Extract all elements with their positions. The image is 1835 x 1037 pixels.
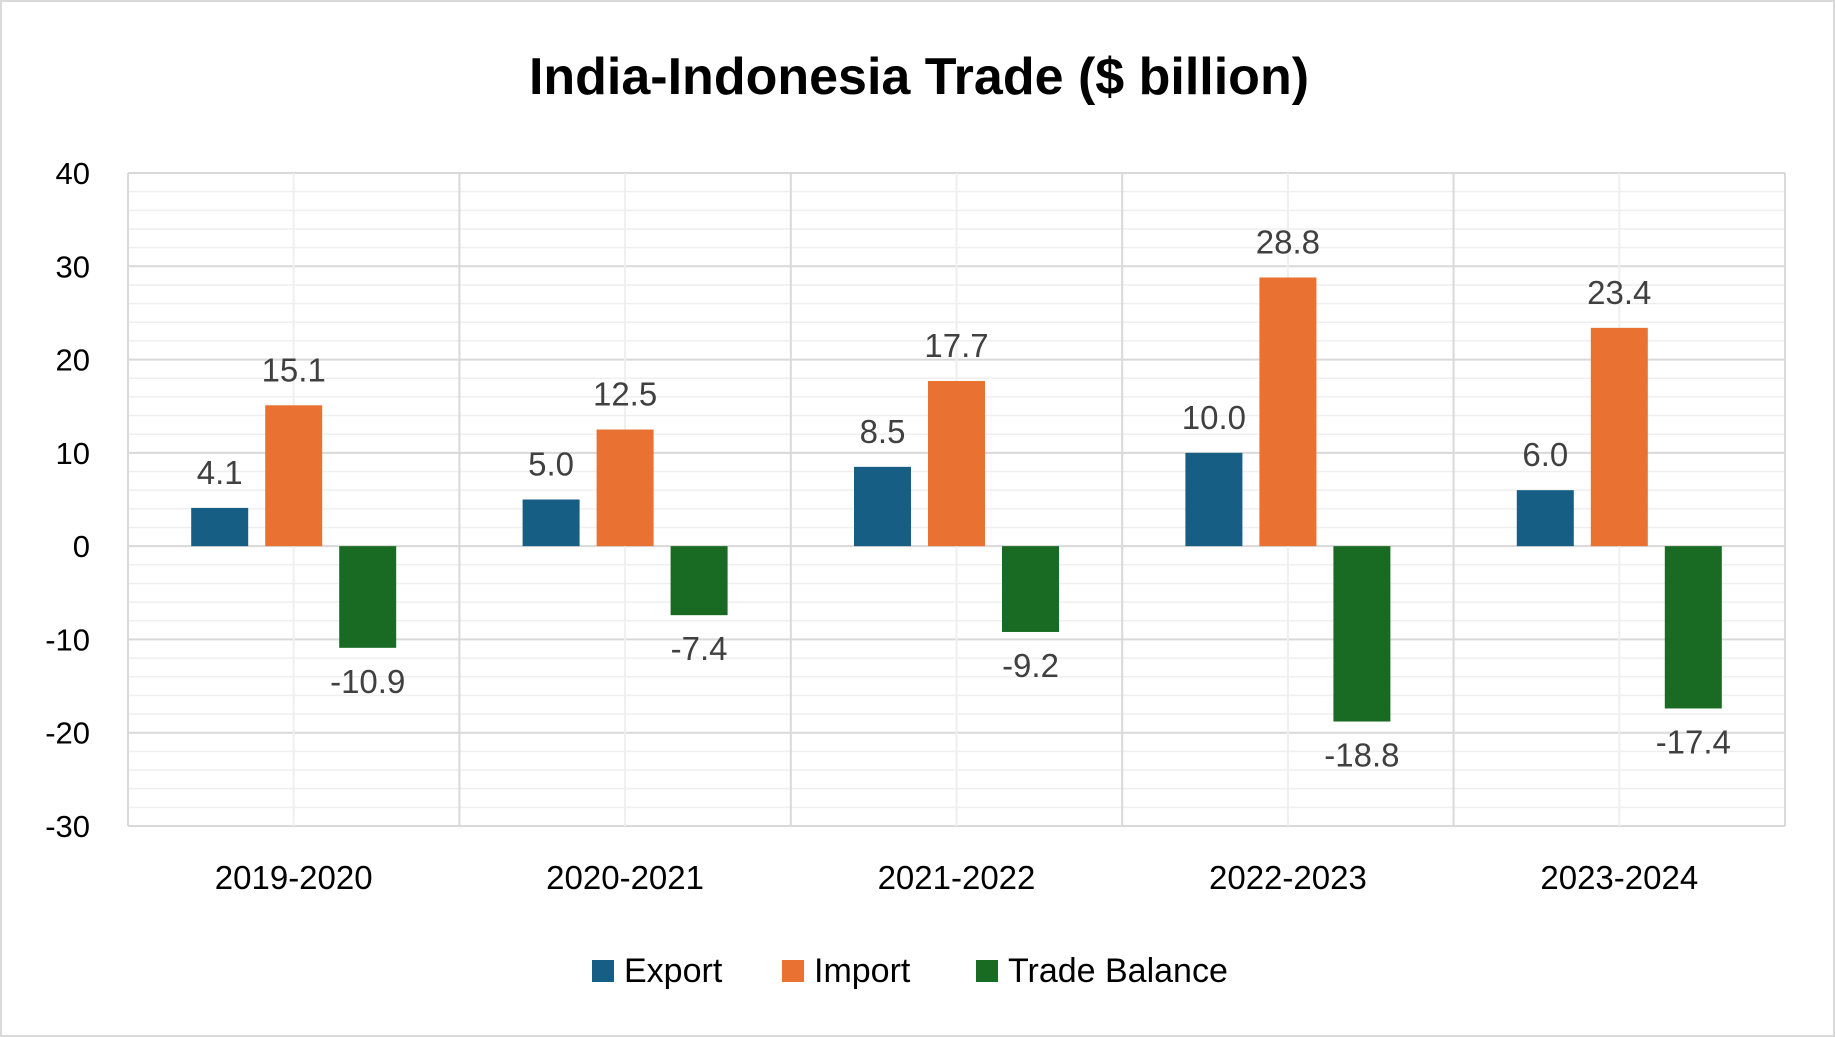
data-label: 28.8 (1256, 223, 1320, 260)
data-label: 17.7 (924, 327, 988, 364)
data-label: -17.4 (1656, 723, 1731, 760)
data-label: 23.4 (1587, 274, 1651, 311)
y-tick-label: 40 (56, 156, 90, 191)
legend-swatch (592, 960, 614, 982)
bar-import (1259, 277, 1317, 547)
bar-trade-balance (339, 546, 397, 648)
y-tick-label: -30 (45, 809, 90, 844)
legend-swatch (782, 960, 804, 982)
legend-swatch (976, 960, 998, 982)
bar-import (928, 381, 985, 547)
data-labels: 4.1 5.0 8.5 10.0 6.0 15.1 12.5 17.7 28.8 23.4 -10.… (197, 223, 1731, 773)
bar-export (1185, 452, 1243, 547)
data-label: -7.4 (671, 630, 728, 667)
data-label: 5.0 (528, 446, 574, 483)
bar-export (522, 499, 580, 547)
data-label: 8.5 (860, 413, 906, 450)
bar-import (1590, 327, 1648, 547)
x-tick-label: 2020-2021 (546, 859, 704, 896)
bar-trade-balance (1002, 546, 1059, 632)
data-label: -10.9 (330, 663, 405, 700)
data-label: -18.8 (1324, 737, 1399, 774)
y-tick-label: 30 (56, 249, 90, 284)
legend-label: Trade Balance (1008, 952, 1228, 990)
legend-label: Export (624, 952, 723, 990)
x-tick-label: 2023-2024 (1540, 859, 1698, 896)
bar-import (265, 405, 323, 547)
x-tick-label: 2022-2023 (1209, 859, 1367, 896)
data-label: 15.1 (262, 351, 326, 388)
data-label: 12.5 (593, 376, 657, 413)
bar-export (1516, 490, 1574, 547)
bar-export (854, 466, 911, 547)
grid-layer (127, 172, 1786, 827)
data-label: 6.0 (1522, 436, 1568, 473)
legend-label: Import (814, 952, 911, 990)
x-axis: 2019-2020 2020-2021 2021-2022 2022-2023 2023… (215, 859, 1698, 896)
legend: Export Import Trade Balance (592, 952, 1228, 990)
y-tick-label: -20 (45, 716, 90, 751)
bar-export (191, 507, 249, 547)
data-label: -9.2 (1002, 647, 1059, 684)
bar-import (596, 429, 654, 547)
data-label: 4.1 (197, 454, 243, 491)
bars-layer (191, 277, 1722, 722)
y-tick-label: -10 (45, 622, 90, 657)
y-tick-label: 10 (56, 436, 90, 471)
y-axis: 40 30 20 10 0 -10 -20 -30 (45, 156, 90, 844)
bar-trade-balance (670, 546, 728, 616)
bar-trade-balance (1333, 546, 1391, 722)
x-tick-label: 2019-2020 (215, 859, 373, 896)
bar-trade-balance (1664, 546, 1722, 709)
y-tick-label: 0 (73, 529, 90, 564)
x-tick-label: 2021-2022 (878, 859, 1036, 896)
data-label: 10.0 (1182, 399, 1246, 436)
chart-title: India-Indonesia Trade ($ billion) (529, 48, 1309, 106)
y-tick-label: 20 (56, 343, 90, 378)
